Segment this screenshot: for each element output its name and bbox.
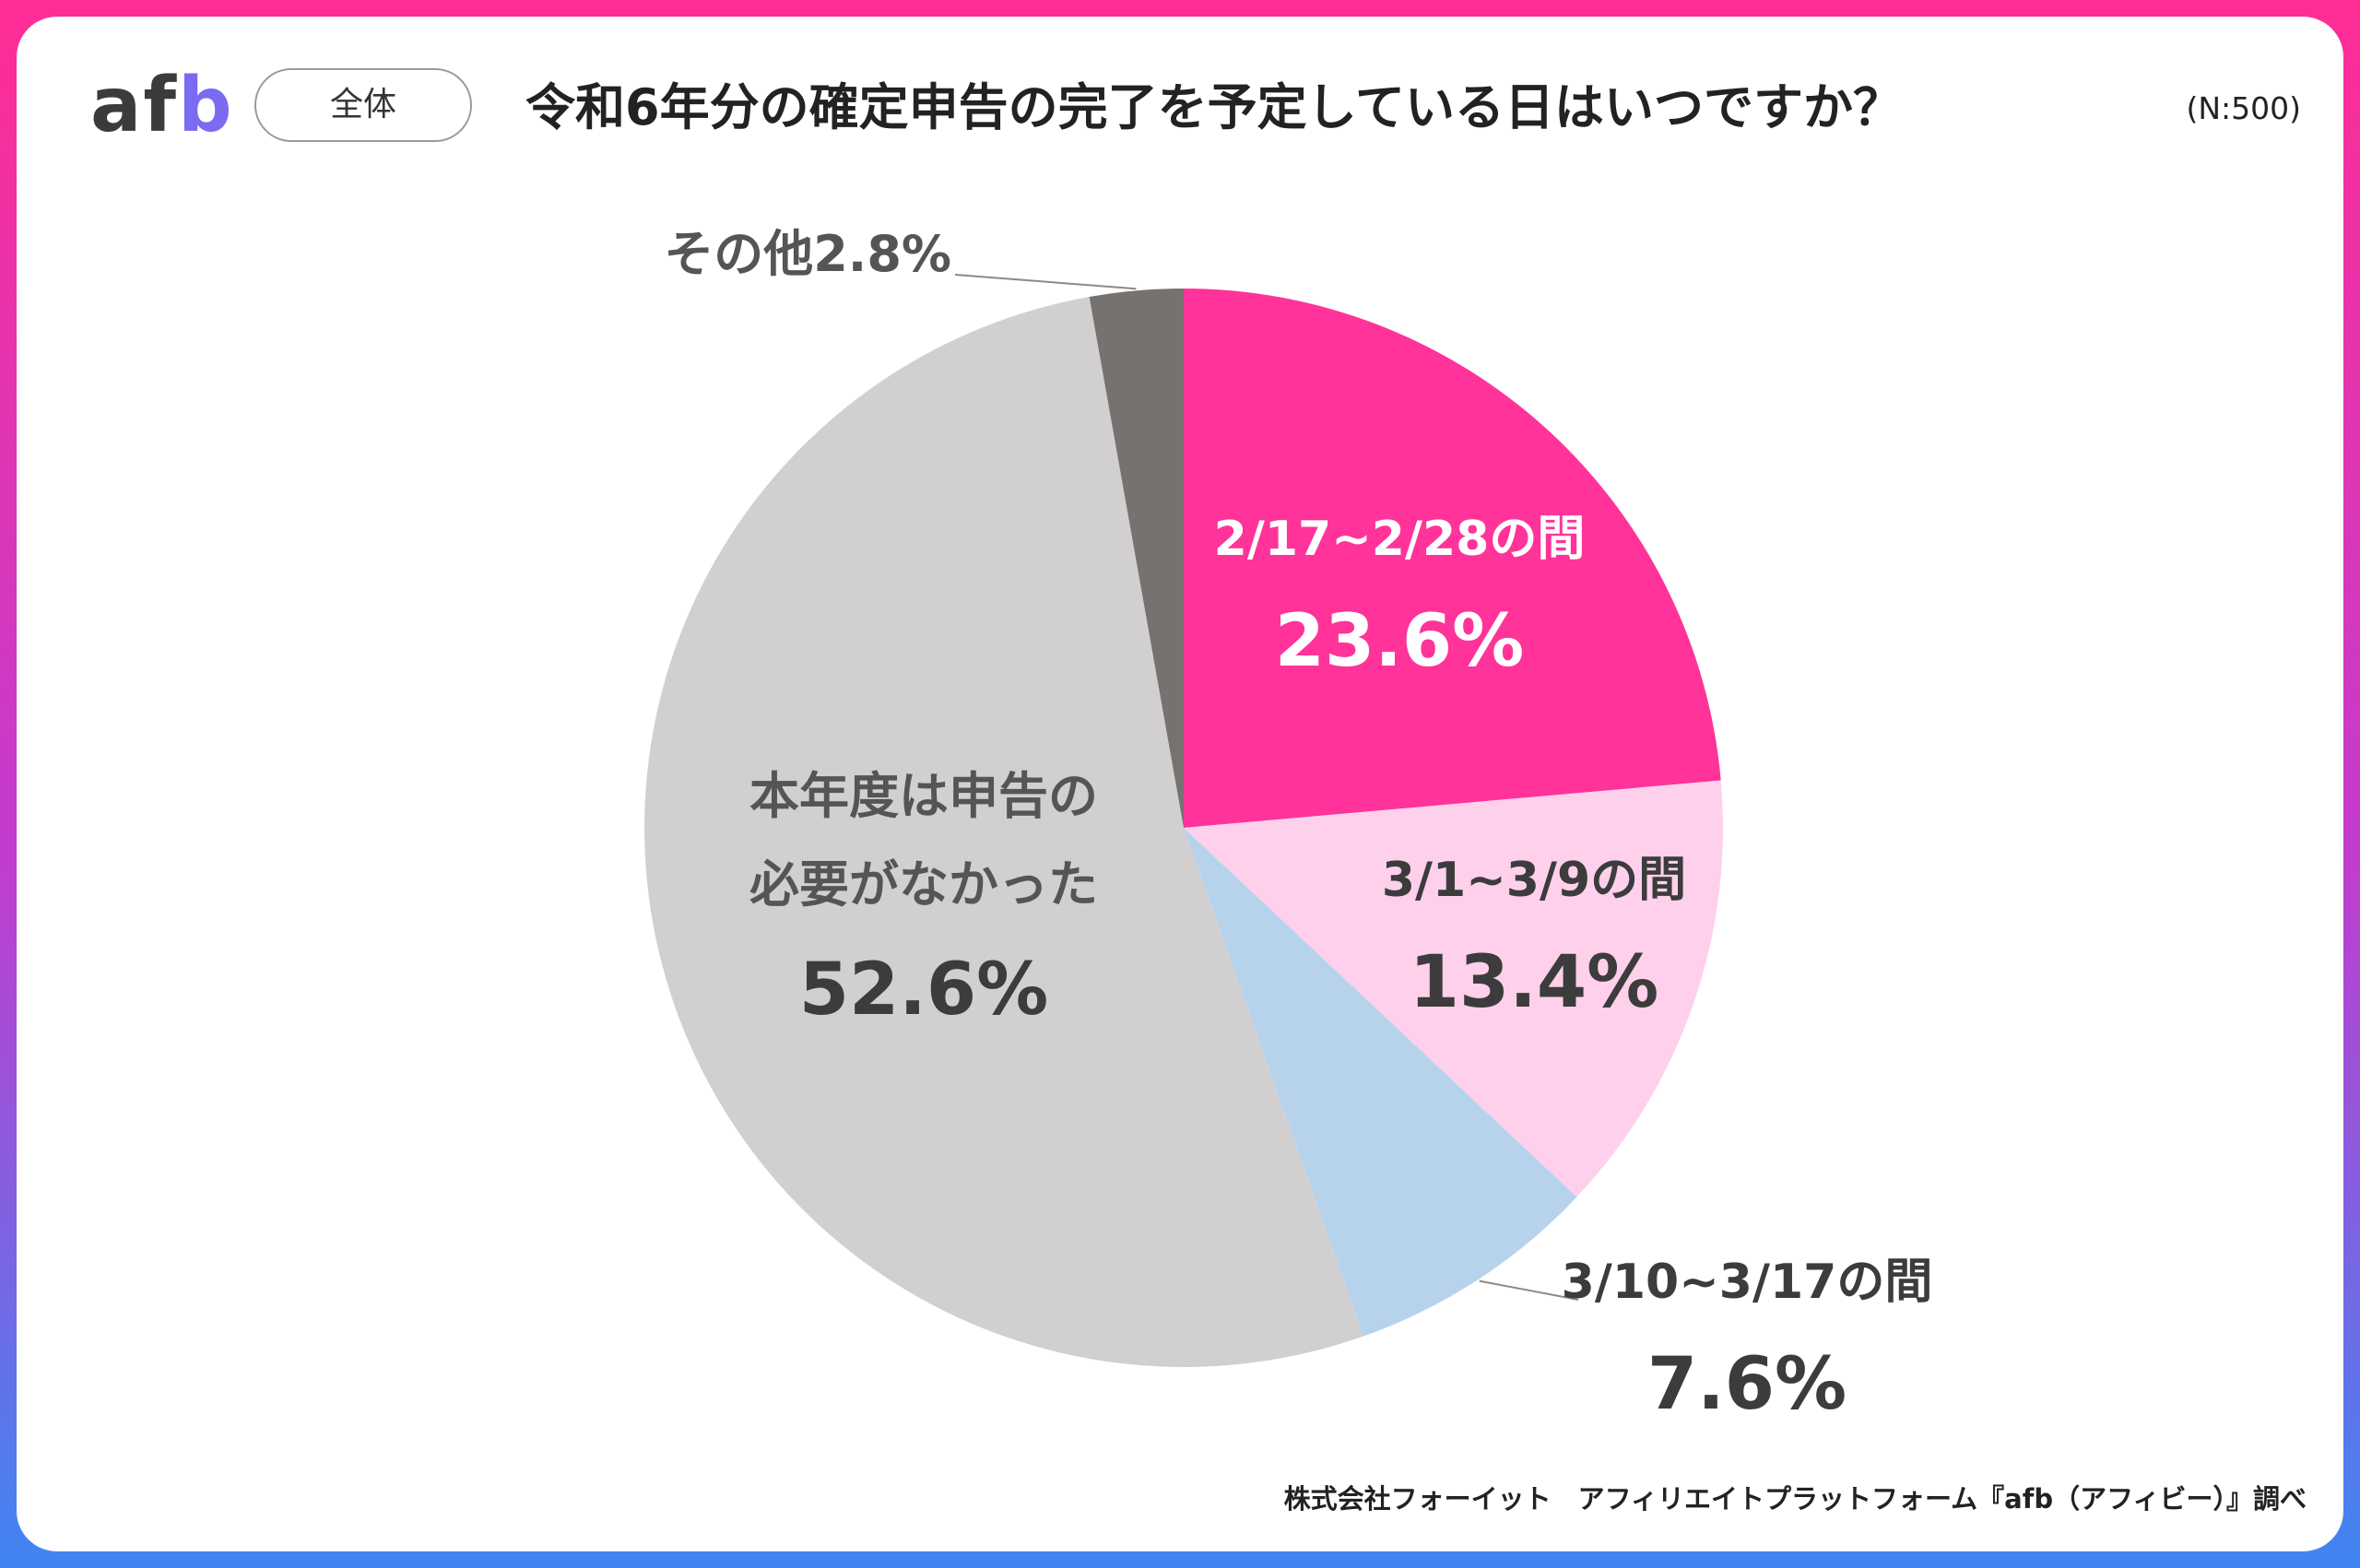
slice-value-1: 23.6% — [1275, 600, 1525, 683]
pie-slice-5 — [1089, 289, 1184, 828]
slice-value-2: 13.4% — [1410, 941, 1659, 1024]
pie-slice-1 — [1184, 289, 1721, 828]
slice-value-4: 52.6% — [799, 949, 1049, 1032]
pie-slices — [644, 289, 1724, 1367]
leader-lines — [954, 274, 1579, 1301]
chart-title: 令和6年分の確定申告の完了を予定している日はいつですか？ — [525, 78, 1903, 136]
pie-labels: 2/17~2/28の間 23.6% 3/1~3/9の間 13.4% 3/10~3/17の… — [664, 225, 1932, 1426]
logo-text: af — [90, 62, 179, 149]
logo-text-accent: b — [178, 62, 234, 149]
slice-label-4-line2: 必要がなかった — [749, 855, 1098, 914]
slice-label-1: 2/17~2/28の間 — [1214, 512, 1586, 567]
slice-value-3: 7.6% — [1647, 1343, 1847, 1426]
source-credit: 株式会社フォーイット アフィリエイトプラットフォーム『afb（アフィビー）』調べ — [1283, 1483, 2307, 1515]
pie-slice-3 — [1184, 828, 1577, 1337]
pie-slice-4 — [644, 297, 1363, 1367]
scope-badge: 全体 — [254, 68, 472, 142]
slice-label-3: 3/10~3/17の間 — [1562, 1255, 1933, 1310]
leader-line-3 — [1479, 1279, 1579, 1301]
sample-size: (N:500) — [2186, 90, 2301, 126]
slice-label-4-line1: 本年度は申告の — [749, 767, 1098, 825]
afb-logo: afb — [90, 55, 234, 157]
slice-label-2: 3/1~3/9の間 — [1382, 853, 1686, 908]
leader-line-5 — [954, 274, 1137, 290]
slice-label-5: その他2.8% — [664, 225, 951, 283]
pie-slice-2 — [1184, 780, 1724, 1197]
